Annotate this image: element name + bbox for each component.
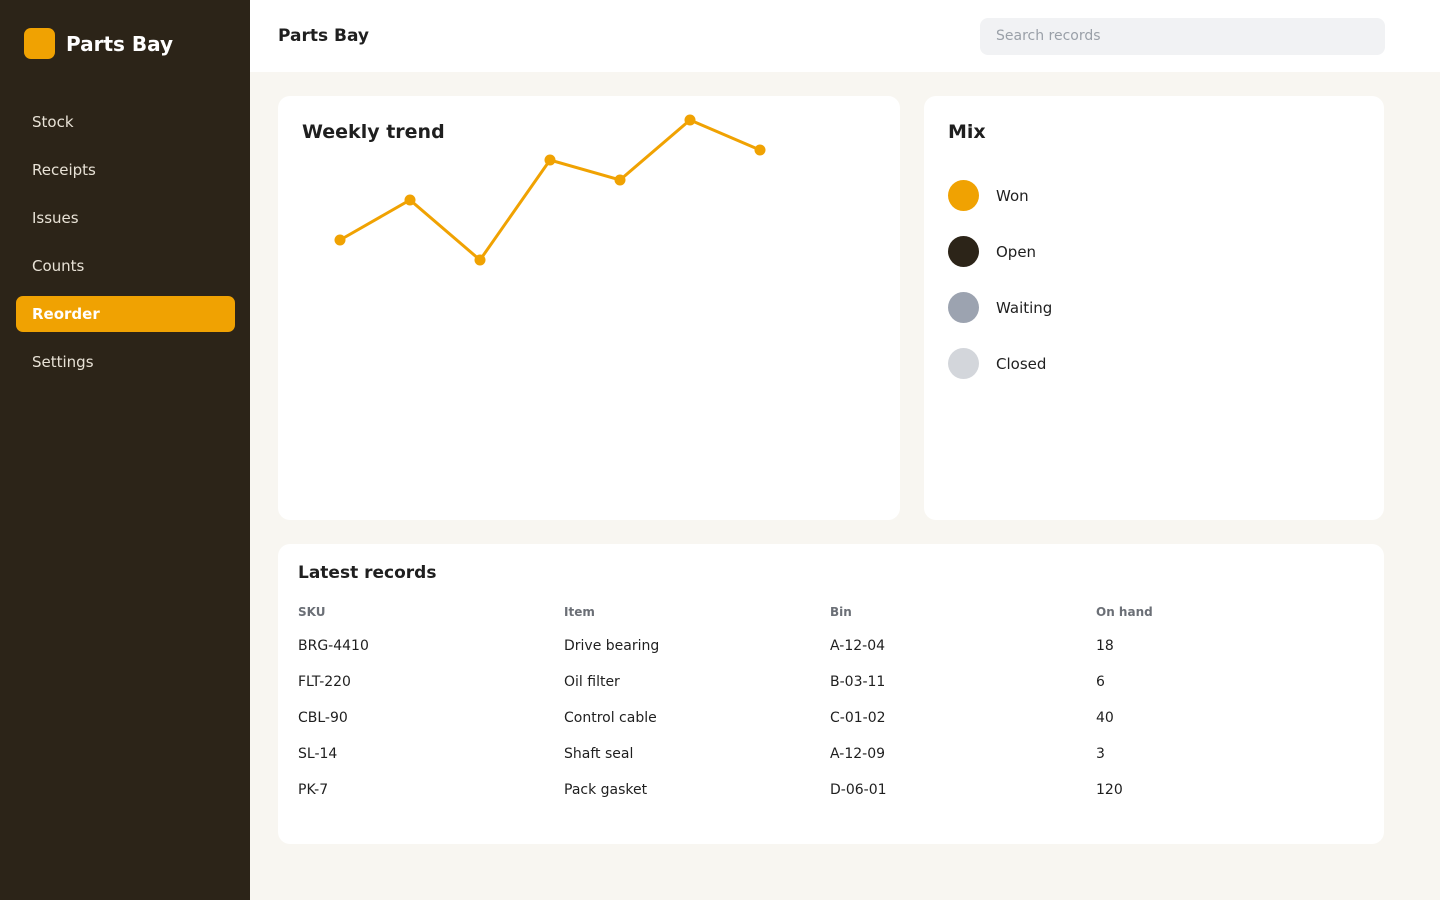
- sidebar: Parts Bay Stock Receipts Issues Counts Reord…: [0, 0, 250, 900]
- mix-card: Mix Won Open Waiting Closed: [924, 96, 1384, 520]
- table-cell: A-12-09: [830, 746, 886, 762]
- table-cell: 40: [1096, 710, 1114, 726]
- records-table: SKU Item Bin On hand BRG-4410 Drive bearing A-…: [298, 596, 1362, 808]
- table-row: CBL-90 Control cable C-01-02 40: [298, 700, 1362, 736]
- legend-swatch: [948, 348, 979, 379]
- table-cell: SL-14: [298, 746, 338, 762]
- table-cell: 120: [1096, 782, 1123, 798]
- table-row: PK-7 Pack gasket D-06-01 120: [298, 772, 1362, 808]
- logo: [24, 28, 55, 59]
- table-card: Latest records SKU Item Bin On hand BRG-4410…: [278, 544, 1384, 844]
- search-input[interactable]: Search records: [980, 18, 1385, 55]
- table-row: FLT-220 Oil filter B-03-11 6: [298, 664, 1362, 700]
- table-row: BRG-4410 Drive bearing A-12-04 18: [298, 628, 1362, 664]
- legend-item: Won: [948, 180, 1029, 211]
- nav-item[interactable]: Counts: [32, 257, 85, 275]
- table-cell: Control cable: [564, 710, 657, 726]
- table-cell: C-01-02: [830, 710, 886, 726]
- legend-label: Open: [996, 242, 1037, 261]
- card-title: Latest records: [298, 563, 437, 583]
- column-header: SKU: [298, 605, 326, 619]
- legend-item: Open: [948, 236, 1036, 267]
- table-cell: Oil filter: [564, 674, 620, 690]
- table-cell: BRG-4410: [298, 638, 369, 654]
- trend-point: [544, 154, 556, 166]
- nav-item[interactable]: Receipts: [32, 161, 96, 179]
- header-row: SKU Item Bin On hand: [298, 596, 1362, 628]
- legend-item: Closed: [948, 348, 1046, 379]
- trend-point: [334, 234, 346, 246]
- legend-item: Waiting: [948, 292, 1052, 323]
- table-cell: 3: [1096, 746, 1105, 762]
- column-header: Bin: [830, 605, 852, 619]
- trend-point: [404, 194, 416, 206]
- nav-item[interactable]: Stock: [32, 113, 74, 131]
- nav-item[interactable]: Reorder: [16, 296, 235, 332]
- legend-swatch: [948, 292, 979, 323]
- legend-label: Waiting: [996, 298, 1053, 317]
- legend-swatch: [948, 236, 979, 267]
- table-cell: Drive bearing: [564, 638, 660, 654]
- nav: Stock Receipts Issues Counts Reorder Settings: [16, 104, 235, 392]
- legend-label: Won: [996, 186, 1029, 205]
- table-cell: FLT-220: [298, 674, 351, 690]
- table-cell: PK-7: [298, 782, 329, 798]
- table-cell: CBL-90: [298, 710, 348, 726]
- nav-item[interactable]: Settings: [32, 353, 94, 371]
- legend-swatch: [948, 180, 979, 211]
- trend-point: [754, 144, 766, 156]
- table-cell: B-03-11: [830, 674, 886, 690]
- trend-card: Weekly trend: [278, 96, 900, 520]
- trend-point: [684, 114, 696, 126]
- table-cell: 6: [1096, 674, 1105, 690]
- nav-item[interactable]: Issues: [32, 209, 79, 227]
- header: Parts Bay Search records: [250, 0, 1440, 72]
- card-title: Weekly trend: [302, 121, 445, 143]
- card-title: Mix: [948, 121, 986, 143]
- trend-point: [614, 174, 626, 186]
- column-header: On hand: [1096, 605, 1153, 619]
- trend-chart: [334, 114, 766, 266]
- brand-name: Parts Bay: [66, 31, 174, 56]
- table-row: SL-14 Shaft seal A-12-09 3: [298, 736, 1362, 772]
- column-header: Item: [564, 605, 595, 619]
- trend-point: [474, 254, 486, 266]
- table-cell: Pack gasket: [564, 782, 648, 798]
- brand: Parts Bay: [24, 28, 173, 59]
- table-cell: 18: [1096, 638, 1114, 654]
- table-cell: D-06-01: [830, 782, 887, 798]
- table-cell: A-12-04: [830, 638, 886, 654]
- legend-label: Closed: [996, 354, 1047, 373]
- table-cell: Shaft seal: [564, 746, 634, 762]
- header-title: Parts Bay: [278, 26, 370, 46]
